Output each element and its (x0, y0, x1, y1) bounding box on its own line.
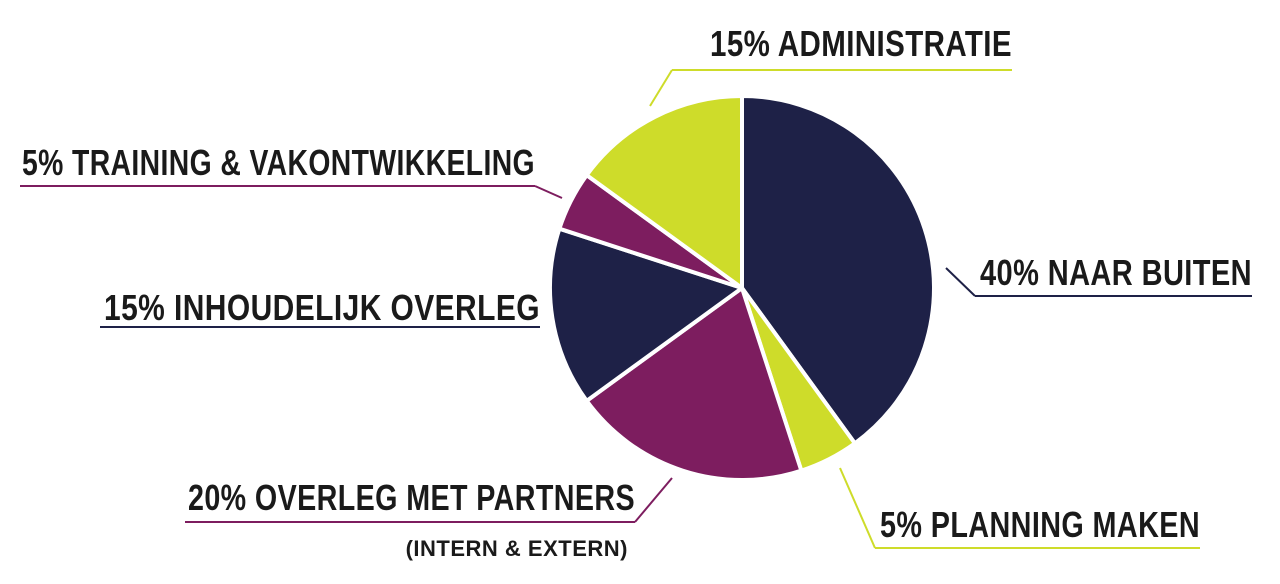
pie-slice-0 (740, 94, 936, 446)
slice-label-3: 15% INHOUDELIJK OVERLEG (104, 287, 540, 328)
pie-slice-3 (548, 226, 744, 403)
pie-slice-5 (584, 94, 744, 290)
leader-line-4 (534, 185, 563, 199)
slice-label-4: 5% TRAINING & VAKONTWIKKELING (22, 142, 535, 183)
slice-label-0: 40% NAAR BUITEN (980, 252, 1252, 293)
pie-slice-2 (584, 286, 804, 482)
leader-line-0 (945, 267, 976, 297)
slice-label-5: 15% ADMINISTRATIE (710, 23, 1012, 64)
slice-label-2: 20% OVERLEG MET PARTNERS (188, 477, 635, 518)
leader-line-2 (634, 477, 673, 523)
leader-line-5 (649, 69, 673, 107)
slice-label-1: 5% PLANNING MAKEN (880, 504, 1200, 545)
leader-line-1 (839, 467, 876, 549)
slice-sublabel-2: (INTERN & EXTERN) (406, 536, 628, 561)
